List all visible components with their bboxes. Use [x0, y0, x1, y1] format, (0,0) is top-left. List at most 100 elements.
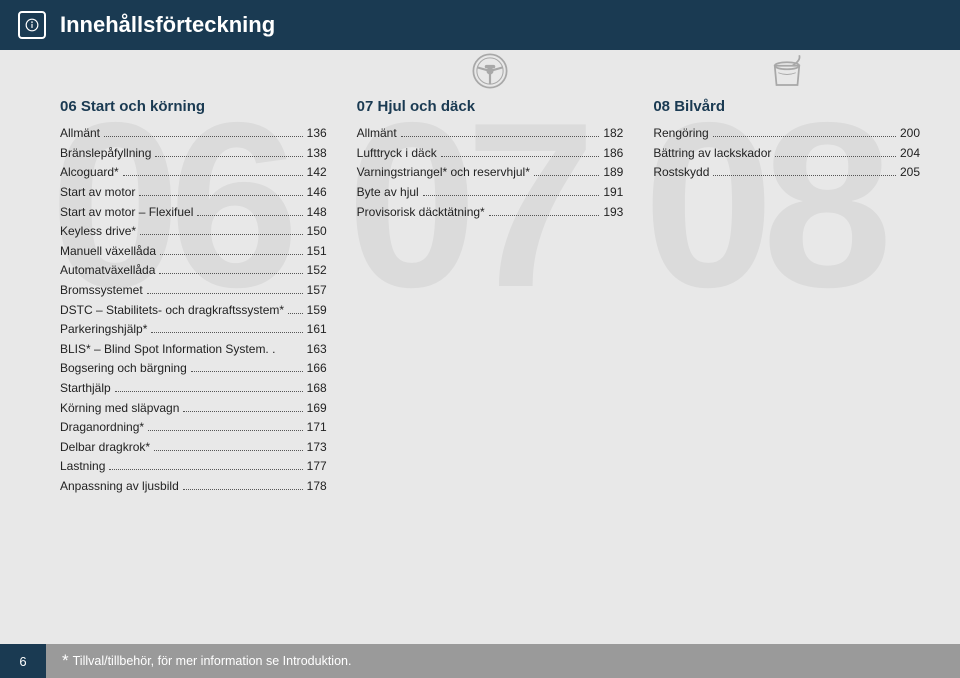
- page-title: Innehållsförteckning: [60, 12, 275, 38]
- toc-label: Körning med släpvagn: [60, 399, 179, 418]
- toc-page: 168: [307, 379, 327, 398]
- toc-leader-dots: [489, 215, 600, 216]
- toc-column: 0808 BilvårdRengöring200Bättring av lack…: [653, 95, 920, 497]
- toc-entry[interactable]: Automatväxellåda 152: [60, 261, 327, 280]
- toc-label: Allmänt: [60, 124, 100, 143]
- toc-entry[interactable]: Starthjälp168: [60, 379, 327, 398]
- toc-content: 0606 Start och körningAllmänt136Bränslep…: [60, 95, 920, 497]
- toc-page: 161: [307, 320, 327, 339]
- toc-page: 152: [307, 261, 327, 280]
- toc-label: Lufttryck i däck: [357, 144, 437, 163]
- toc-leader-dots: [191, 371, 303, 372]
- toc-page: 191: [603, 183, 623, 202]
- toc-entry[interactable]: Allmänt136: [60, 124, 327, 143]
- toc-leader-dots: [288, 313, 303, 314]
- toc-page: 177: [307, 457, 327, 476]
- toc-label: Start av motor – Flexifuel: [60, 203, 193, 222]
- toc-leader-dots: [423, 195, 600, 196]
- toc-page: 178: [307, 477, 327, 496]
- toc-page: 166: [307, 359, 327, 378]
- toc-entry[interactable]: Rengöring 200: [653, 124, 920, 143]
- toc-leader-dots: [109, 469, 302, 470]
- toc-entry[interactable]: Bättring av lackskador204: [653, 144, 920, 163]
- toc-page: 186: [603, 144, 623, 163]
- toc-entry[interactable]: Keyless drive*150: [60, 222, 327, 241]
- section-heading: 07 Hjul och däck: [357, 95, 624, 118]
- toc-page: 142: [307, 163, 327, 182]
- toc-leader-dots: [159, 273, 302, 274]
- toc-entry[interactable]: Alcoguard* 142: [60, 163, 327, 182]
- toc-page: 200: [900, 124, 920, 143]
- toc-page: 157: [307, 281, 327, 300]
- toc-label: Automatväxellåda: [60, 261, 155, 280]
- toc-entry[interactable]: Allmänt182: [357, 124, 624, 143]
- toc-entry[interactable]: BLIS* – Blind Spot Information System. .…: [60, 340, 327, 359]
- toc-entry[interactable]: Varningstriangel* och reservhjul* 189: [357, 163, 624, 182]
- toc-entry[interactable]: Manuell växellåda151: [60, 242, 327, 261]
- toc-leader-dots: [140, 234, 303, 235]
- toc-label: Rengöring: [653, 124, 708, 143]
- info-icon: [18, 11, 46, 39]
- toc-page: 146: [307, 183, 327, 202]
- toc-leader-dots: [775, 156, 896, 157]
- section-heading: 08 Bilvård: [653, 95, 920, 118]
- toc-leader-dots: [713, 136, 896, 137]
- toc-entry[interactable]: Draganordning* 171: [60, 418, 327, 437]
- page-number: 6: [0, 644, 46, 678]
- toc-entry[interactable]: DSTC – Stabilitets- och dragkraftssystem…: [60, 301, 327, 320]
- toc-entry[interactable]: Delbar dragkrok*173: [60, 438, 327, 457]
- toc-entry[interactable]: Lastning177: [60, 457, 327, 476]
- toc-leader-dots: [123, 175, 303, 176]
- toc-page: 150: [307, 222, 327, 241]
- toc-leader-dots: [147, 293, 303, 294]
- toc-leader-dots: [197, 215, 302, 216]
- toc-page: 159: [307, 301, 327, 320]
- toc-entry[interactable]: Start av motor – Flexifuel 148: [60, 203, 327, 222]
- toc-leader-dots: [104, 136, 303, 137]
- toc-label: BLIS* – Blind Spot Information System. .: [60, 340, 275, 359]
- toc-leader-dots: [151, 332, 302, 333]
- toc-leader-dots: [401, 136, 600, 137]
- footer-text: Tillval/tillbehör, för mer information s…: [73, 654, 352, 668]
- toc-page: 204: [900, 144, 920, 163]
- toc-entry[interactable]: Körning med släpvagn 169: [60, 399, 327, 418]
- toc-leader-dots: [713, 175, 896, 176]
- toc-page: 138: [307, 144, 327, 163]
- toc-entry[interactable]: Parkeringshjälp*161: [60, 320, 327, 339]
- asterisk-icon: *: [62, 651, 69, 671]
- footer-note: * Tillval/tillbehör, för mer information…: [46, 644, 960, 678]
- toc-page: 189: [603, 163, 623, 182]
- toc-page: 169: [307, 399, 327, 418]
- toc-label: Rostskydd: [653, 163, 709, 182]
- toc-page: 171: [307, 418, 327, 437]
- toc-label: Varningstriangel* och reservhjul*: [357, 163, 530, 182]
- toc-page: 205: [900, 163, 920, 182]
- toc-page: 193: [603, 203, 623, 222]
- toc-entry[interactable]: Start av motor146: [60, 183, 327, 202]
- toc-entry[interactable]: Anpassning av ljusbild178: [60, 477, 327, 496]
- header-bar: Innehållsförteckning: [0, 0, 960, 50]
- toc-entry[interactable]: Provisorisk däcktätning* 193: [357, 203, 624, 222]
- toc-entry[interactable]: Bränslepåfyllning138: [60, 144, 327, 163]
- steering-icon: [469, 50, 511, 92]
- toc-entry[interactable]: Bromssystemet157: [60, 281, 327, 300]
- footer: 6 * Tillval/tillbehör, för mer informati…: [0, 644, 960, 678]
- toc-leader-dots: [441, 156, 600, 157]
- toc-label: Provisorisk däcktätning*: [357, 203, 485, 222]
- toc-label: Bogsering och bärgning: [60, 359, 187, 378]
- toc-page: 148: [307, 203, 327, 222]
- toc-label: Alcoguard*: [60, 163, 119, 182]
- toc-leader-dots: [183, 411, 302, 412]
- toc-leader-dots: [183, 489, 303, 490]
- toc-label: Byte av hjul: [357, 183, 419, 202]
- toc-leader-dots: [160, 254, 303, 255]
- toc-column: 0707 Hjul och däckAllmänt182Lufttryck i …: [357, 95, 624, 497]
- toc-entry[interactable]: Bogsering och bärgning 166: [60, 359, 327, 378]
- toc-label: Allmänt: [357, 124, 397, 143]
- toc-leader-dots: [148, 430, 303, 431]
- toc-entry[interactable]: Lufttryck i däck 186: [357, 144, 624, 163]
- toc-leader-dots: [534, 175, 599, 176]
- toc-entry[interactable]: Rostskydd 205: [653, 163, 920, 182]
- toc-entry[interactable]: Byte av hjul 191: [357, 183, 624, 202]
- toc-label: Draganordning*: [60, 418, 144, 437]
